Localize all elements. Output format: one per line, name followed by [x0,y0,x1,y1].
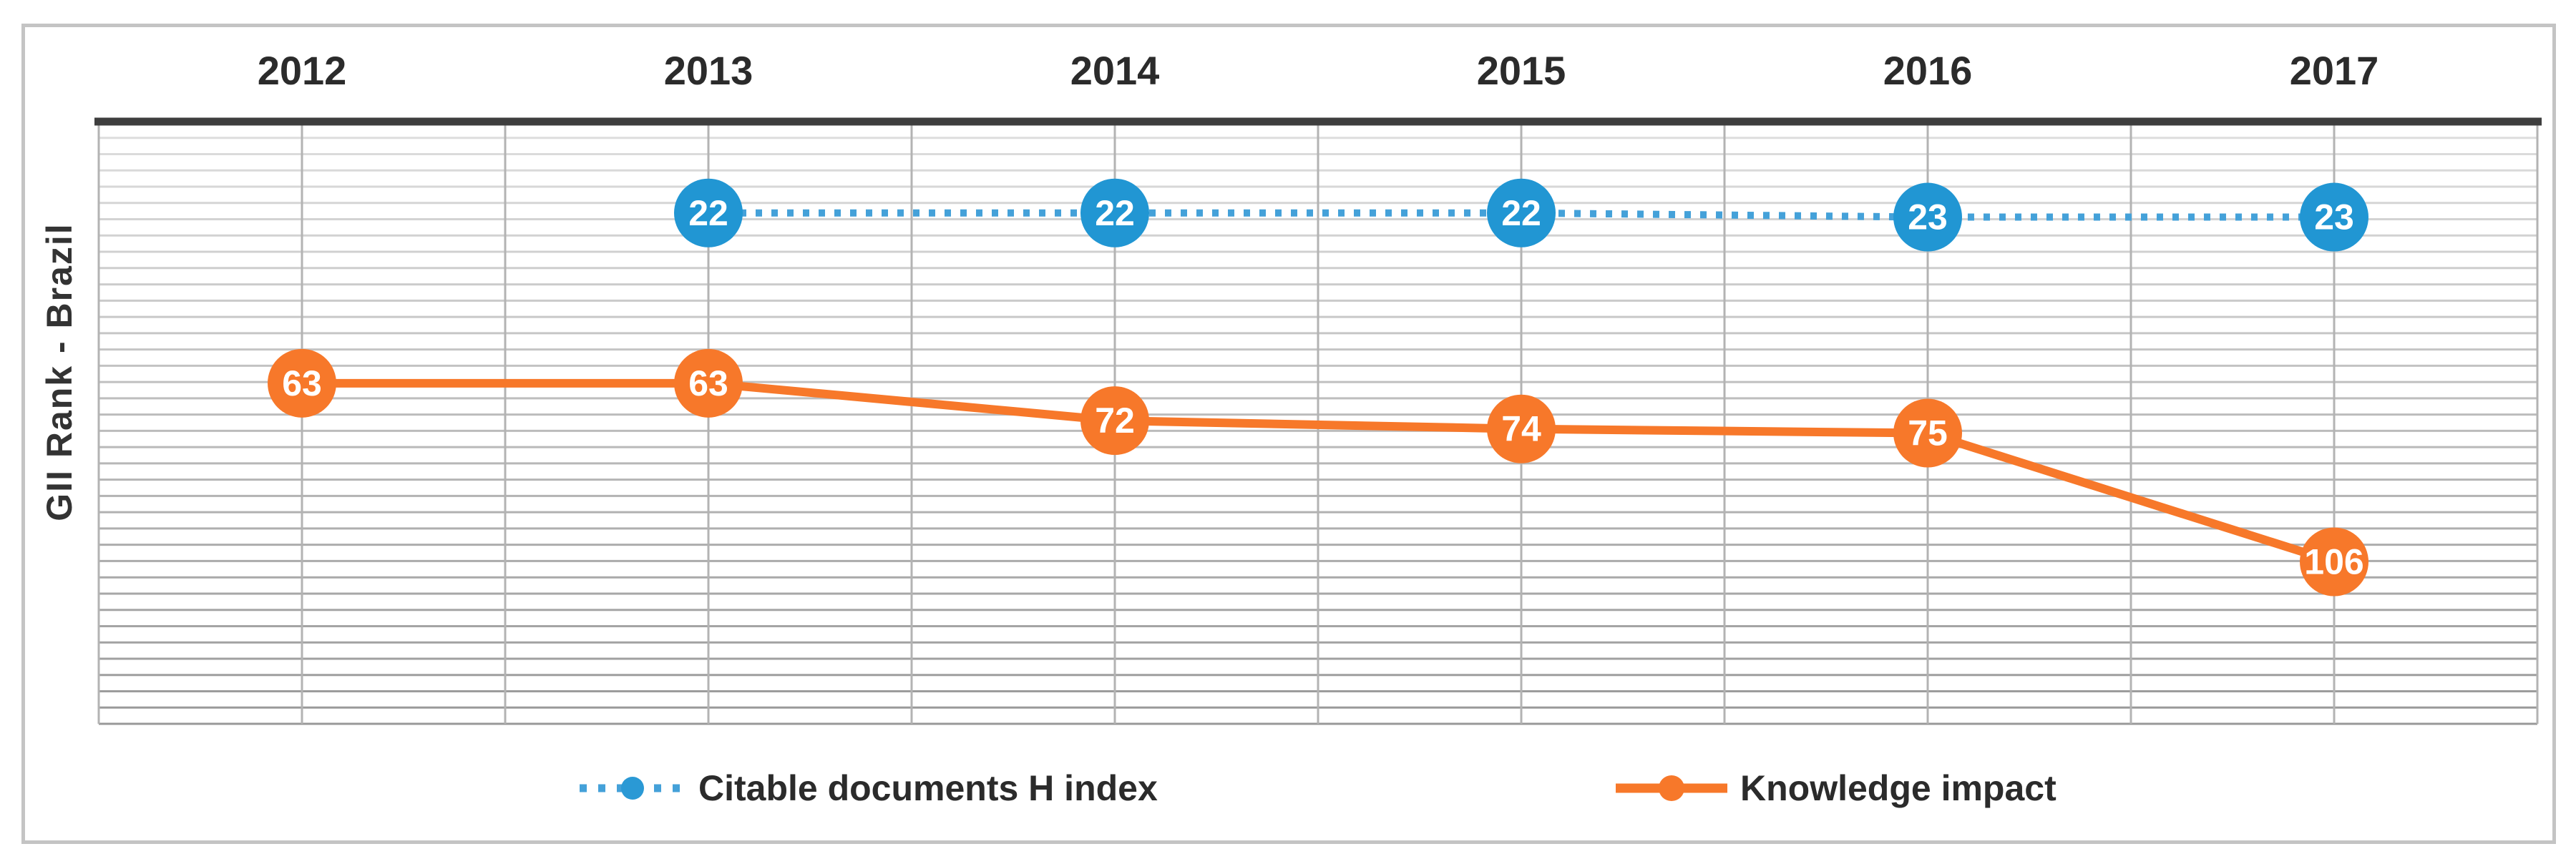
data-point-marker [2300,527,2368,597]
legend-label-citable-documents: Citable documents H index [698,768,1158,808]
knowledge-impact-series-icon [1616,775,1727,801]
data-point-marker [268,348,336,418]
data-point-marker [1080,178,1149,247]
data-point-value-label: 23 [2314,197,2354,237]
data-point-value-label: 106 [2304,542,2363,582]
data-point-marker [2300,182,2368,252]
data-point-value-label: 22 [1501,193,1541,233]
data-point-value-label: 22 [688,193,728,233]
year-label: 2012 [258,48,347,93]
citable-documents-line [708,209,2334,221]
data-point-value-label: 63 [282,363,322,403]
data-point-value-label: 63 [688,363,728,403]
legend-item-citable-documents: Citable documents H index [578,765,1158,811]
data-point-marker [674,348,743,418]
data-point-marker [1080,386,1149,456]
data-point-value-label: 74 [1501,409,1541,449]
year-label: 2014 [1070,48,1160,93]
data-point-marker [674,178,743,247]
year-label: 2013 [664,48,753,93]
data-point-marker [1893,398,1962,468]
legend-label-knowledge-impact: Knowledge impact [1740,768,2057,808]
data-point-marker [1487,178,1556,247]
data-point-value-label: 72 [1095,401,1135,441]
data-point-marker [1487,394,1556,463]
data-point-value-label: 23 [1908,197,1948,237]
data-point-value-label: 22 [1095,193,1135,233]
year-label: 2015 [1477,48,1566,93]
legend-item-knowledge-impact: Knowledge impact [1614,765,2057,811]
data-point-marker [1893,182,1962,252]
citable-documents-series-icon [580,777,686,800]
year-label: 2016 [1883,48,1973,93]
data-point-value-label: 75 [1908,413,1948,453]
knowledge-impact-line [302,378,2336,566]
year-label: 2017 [2290,48,2379,93]
